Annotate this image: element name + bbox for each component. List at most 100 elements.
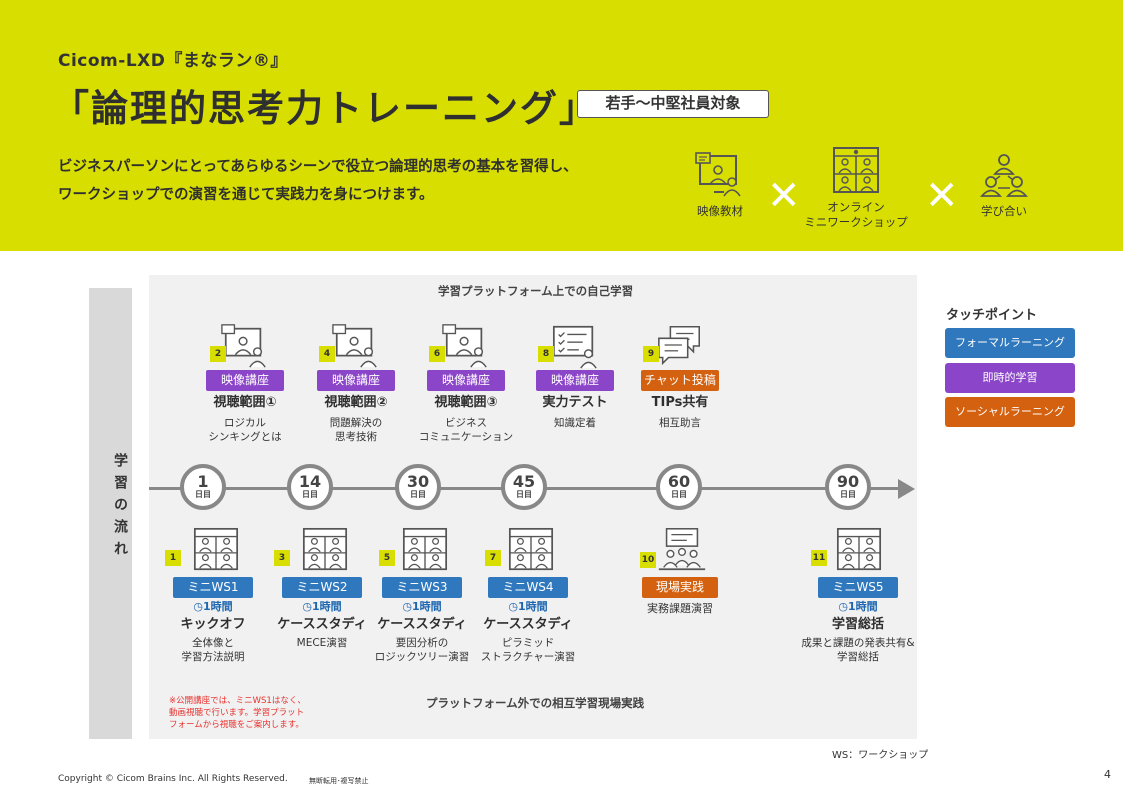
item-sub: ビジネス <box>445 417 487 429</box>
day-number: 90 <box>836 472 860 491</box>
step-number: 8 <box>538 346 554 362</box>
feature-peer: 学び合い <box>972 152 1036 219</box>
item-title: ケーススタディ <box>377 617 467 632</box>
duration: ◷1時間 <box>193 600 233 613</box>
duration: ◷1時間 <box>838 600 878 613</box>
ws-note: WS：ワークショップ <box>832 750 929 761</box>
online-workshop-icon <box>402 527 448 571</box>
item-title: 視聴範囲② <box>324 395 388 410</box>
item-sub: 問題解決の <box>329 417 383 429</box>
tag-video-lecture: 映像講座 <box>206 370 284 391</box>
online-workshop-icon <box>508 527 554 571</box>
day-unit: 日目 <box>302 490 318 499</box>
item-sub: 要因分析の <box>395 637 449 649</box>
day-marker: 30 日目 <box>395 464 441 510</box>
day-number: 45 <box>512 472 536 491</box>
feature-label: 映像教材 <box>697 204 743 218</box>
day-unit: 日目 <box>410 490 426 499</box>
step-number: 3 <box>274 550 290 566</box>
item-sub: 成果と課題の発表共有& <box>801 637 915 649</box>
video-lecture-icon <box>332 324 377 368</box>
description: ビジネスパーソンにとってあらゆるシーンで役立つ論理的思考の基本を習得し、 ワーク… <box>58 153 578 209</box>
section-title-platform: 学習プラットフォーム上での自己学習 <box>438 284 634 298</box>
header-banner: Cicom-LXD『まなラン®』 「論理的思考力トレーニング」 若手～中堅社員対… <box>0 0 1123 251</box>
item-title: 学習総括 <box>831 617 884 632</box>
tag-mini-ws: ミニWS5 <box>818 577 898 598</box>
top-item: 8 映像講座 実力テスト 知識定着 <box>520 322 630 430</box>
bottom-item: 1 ミニWS1 ◷1時間 キックオフ 全体像と 学習方法説明 <box>148 526 278 664</box>
day-unit: 日目 <box>840 490 856 499</box>
test-icon <box>552 325 597 369</box>
page-title: 「論理的思考力トレーニング」 <box>52 87 598 130</box>
feature-label-line-1: オンライン <box>827 200 885 214</box>
tag-mini-ws: ミニWS1 <box>173 577 253 598</box>
tag-chat-post: チャット投稿 <box>641 370 719 391</box>
touchpoint-title: タッチポイント <box>946 308 1038 323</box>
tag-mini-ws: ミニWS2 <box>282 577 362 598</box>
duration: ◷1時間 <box>508 600 548 613</box>
online-workshop-icon <box>193 527 239 571</box>
touchpoint-social: ソーシャルラーニング <box>945 397 1075 427</box>
duration-text: 1時間 <box>202 600 233 613</box>
tag-video-lecture: 映像講座 <box>317 370 395 391</box>
day-number: 1 <box>197 472 209 491</box>
description-line-1: ビジネスパーソンにとってあらゆるシーンで役立つ論理的思考の基本を習得し、 <box>58 159 578 175</box>
bottom-item: 10 現場実践 実務課題演習 <box>620 526 740 616</box>
step-number: 9 <box>643 346 659 362</box>
item-sub: 実務課題演習 <box>647 602 713 615</box>
on-site-practice-icon <box>658 528 706 571</box>
day-number: 30 <box>406 472 430 491</box>
day-unit: 日目 <box>671 490 687 499</box>
online-workshop-icon <box>302 527 348 571</box>
bottom-item: 11 ミニWS5 ◷1時間 学習総括 成果と課題の発表共有& 学習総括 <box>778 526 938 664</box>
section-title-offplatform: プラットフォーム外での相互学習現場実践 <box>426 696 645 710</box>
bottom-item: 3 ミニWS2 ◷1時間 ケーススタディ MECE演習 <box>262 526 382 650</box>
step-number: 4 <box>319 346 335 362</box>
top-item: 6 映像講座 視聴範囲③ ビジネス コミュニケーション <box>411 322 521 444</box>
day-marker: 14 日目 <box>287 464 333 510</box>
item-sub: 学習総括 <box>837 651 879 663</box>
no-copy-notice: 無断転用･複写禁止 <box>309 777 369 785</box>
step-number: 5 <box>379 550 395 566</box>
day-unit: 日目 <box>516 490 532 499</box>
item-title: 実力テスト <box>542 395 608 410</box>
step-number: 7 <box>485 550 501 566</box>
item-title: TIPs共有 <box>651 395 709 410</box>
target-badge: 若手～中堅社員対象 <box>577 90 769 118</box>
item-sub: 知識定着 <box>554 417 596 429</box>
touchpoint-instant: 即時的学習 <box>945 363 1075 393</box>
feature-workshop: オンライン ミニワークショップ <box>798 146 914 230</box>
feature-label: 学び合い <box>981 204 1027 218</box>
day-number: 60 <box>667 472 691 491</box>
online-workshop-icon <box>833 147 879 193</box>
top-item: 2 映像講座 視聴範囲① ロジカル シンキングとは <box>190 322 300 444</box>
duration-text: 1時間 <box>311 600 342 613</box>
timeline-arrow-head <box>898 479 915 499</box>
bottom-item: 7 ミニWS4 ◷1時間 ケーススタディ ピラミッド ストラクチャー演習 <box>468 526 588 664</box>
top-item: 9 チャット投稿 TIPs共有 相互助言 <box>625 322 735 430</box>
times-icon: ✕ <box>925 173 959 219</box>
tag-on-site-practice: 現場実践 <box>642 577 718 598</box>
item-sub: シンキングとは <box>208 431 282 443</box>
duration: ◷1時間 <box>302 600 342 613</box>
brand-label: Cicom-LXD『まなラン®』 <box>58 51 288 71</box>
item-sub: コミュニケーション <box>418 431 514 443</box>
item-sub: 思考技術 <box>335 431 377 443</box>
item-sub: 全体像と <box>192 637 234 649</box>
peer-learning-icon <box>980 154 1028 197</box>
day-marker: 45 日目 <box>501 464 547 510</box>
times-icon: ✕ <box>767 173 801 219</box>
flow-label: 学習の流れ <box>112 453 128 563</box>
chat-icon <box>658 326 700 366</box>
bottom-item: 5 ミニWS3 ◷1時間 ケーススタディ 要因分析の ロジックツリー演習 <box>362 526 482 664</box>
item-title: 視聴範囲③ <box>434 395 498 410</box>
item-sub: 学習方法説明 <box>181 651 245 663</box>
day-unit: 日目 <box>195 490 211 499</box>
tag-mini-ws: ミニWS3 <box>382 577 462 598</box>
online-workshop-icon <box>836 527 882 571</box>
step-number: 10 <box>640 552 656 568</box>
item-title: ケーススタディ <box>277 617 367 632</box>
feature-label-line-2: ミニワークショップ <box>804 215 908 229</box>
item-sub: MECE演習 <box>296 637 348 649</box>
day-marker: 1 日目 <box>180 464 226 510</box>
